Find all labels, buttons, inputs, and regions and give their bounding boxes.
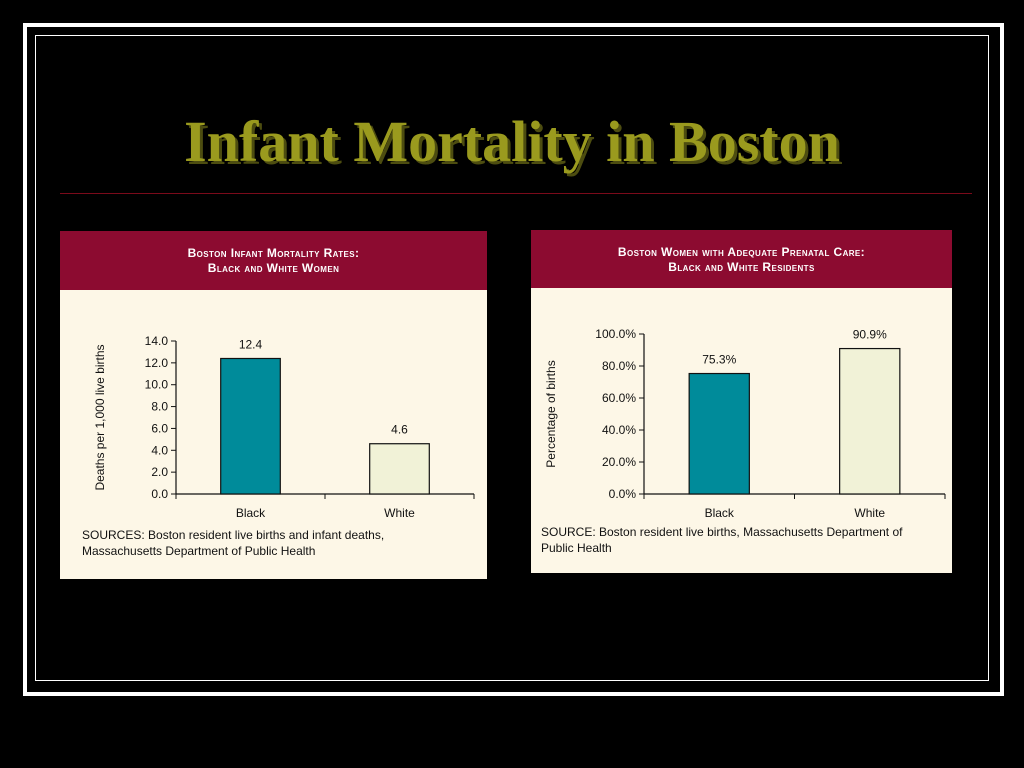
x-category-label: White (854, 506, 885, 520)
y-tick-label: 0.0 (151, 487, 168, 501)
panel-title-line1: Boston Infant Mortality Rates: (187, 246, 360, 260)
x-category-label: Black (705, 506, 735, 520)
y-axis-label: Percentage of births (544, 360, 558, 467)
y-tick-label: 40.0% (602, 423, 636, 437)
y-axis-label: Deaths per 1,000 live births (93, 344, 107, 490)
bar-white (369, 443, 430, 495)
mortality-chart: 0.0 2.0 4.0 6.0 8.0 10.0 12.0 14.0 Deaths per 1,… (93, 334, 475, 520)
y-tick-label: 6.0 (151, 421, 168, 435)
panel-title-line2: Black and White Women (207, 261, 340, 275)
source-line1: SOURCES: Boston resident live births and… (82, 528, 385, 542)
y-tick-label: 100.0% (595, 327, 636, 341)
y-tick-label: 20.0% (602, 455, 636, 469)
panel-header-prenatal: Boston Women with Adequate Prenatal Care… (531, 230, 952, 288)
y-tick-label: 10.0 (145, 378, 169, 392)
panel-header-mortality: Boston Infant Mortality Rates: Black and… (60, 231, 487, 290)
x-category-label: White (384, 506, 415, 520)
source-note-prenatal: SOURCE: Boston resident live births, Mas… (541, 524, 902, 556)
title-divider (60, 193, 972, 194)
slide-inner-border (35, 35, 989, 681)
chart-panel-mortality: Boston Infant Mortality Rates: Black and… (60, 231, 487, 579)
slide-title: Infant Mortality in Boston (184, 109, 840, 174)
y-tick-label: 14.0 (145, 334, 169, 348)
bar-white (839, 347, 901, 495)
bar-black (220, 357, 281, 495)
data-label: 12.4 (239, 337, 263, 351)
data-label: 90.9% (853, 328, 887, 342)
bar-black (688, 372, 750, 495)
chart-panel-prenatal: Boston Women with Adequate Prenatal Care… (531, 230, 952, 573)
x-category-label: Black (236, 506, 266, 520)
data-label: 75.3% (702, 353, 736, 367)
source-note-mortality: SOURCES: Boston resident live births and… (82, 527, 384, 559)
source-line2: Massachusetts Department of Public Healt… (82, 544, 316, 558)
y-tick-label: 0.0% (609, 487, 637, 501)
prenatal-chart: 0.0% 20.0% 40.0% 60.0% 80.0% 100.0% Percentage… (544, 327, 946, 520)
y-tick-label: 60.0% (602, 391, 636, 405)
y-tick-label: 2.0 (151, 465, 168, 479)
y-tick-label: 80.0% (602, 359, 636, 373)
source-line1: SOURCE: Boston resident live births, Mas… (541, 525, 903, 539)
y-tick-label: 12.0 (145, 356, 169, 370)
panel-title-line1: Boston Women with Adequate Prenatal Care… (617, 245, 866, 259)
source-line2: Public Health (541, 541, 612, 555)
slide-outer-border (23, 23, 1004, 696)
y-tick-label: 4.0 (151, 443, 168, 457)
y-tick-label: 8.0 (151, 400, 168, 414)
data-label: 4.6 (391, 423, 408, 437)
panel-title-line2: Black and White Residents (668, 260, 815, 274)
